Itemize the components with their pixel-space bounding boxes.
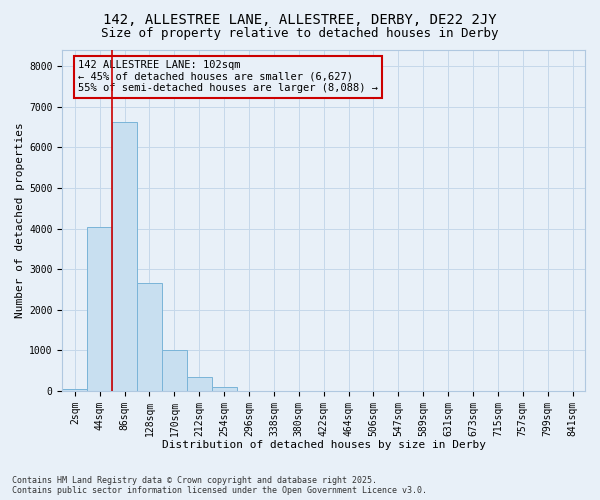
Bar: [62, 389, 87, 391]
Bar: [87, 226, 112, 391]
Bar: [162, 350, 187, 391]
Text: Size of property relative to detached houses in Derby: Size of property relative to detached ho…: [101, 28, 499, 40]
Text: 142, ALLESTREE LANE, ALLESTREE, DERBY, DE22 2JY: 142, ALLESTREE LANE, ALLESTREE, DERBY, D…: [103, 12, 497, 26]
Bar: [212, 387, 236, 391]
Y-axis label: Number of detached properties: Number of detached properties: [15, 122, 25, 318]
Text: Contains HM Land Registry data © Crown copyright and database right 2025.
Contai: Contains HM Land Registry data © Crown c…: [12, 476, 427, 495]
Text: 142 ALLESTREE LANE: 102sqm
← 45% of detached houses are smaller (6,627)
55% of s: 142 ALLESTREE LANE: 102sqm ← 45% of deta…: [78, 60, 378, 94]
X-axis label: Distribution of detached houses by size in Derby: Distribution of detached houses by size …: [161, 440, 485, 450]
Bar: [137, 284, 162, 391]
Bar: [112, 122, 137, 391]
Bar: [187, 378, 212, 391]
